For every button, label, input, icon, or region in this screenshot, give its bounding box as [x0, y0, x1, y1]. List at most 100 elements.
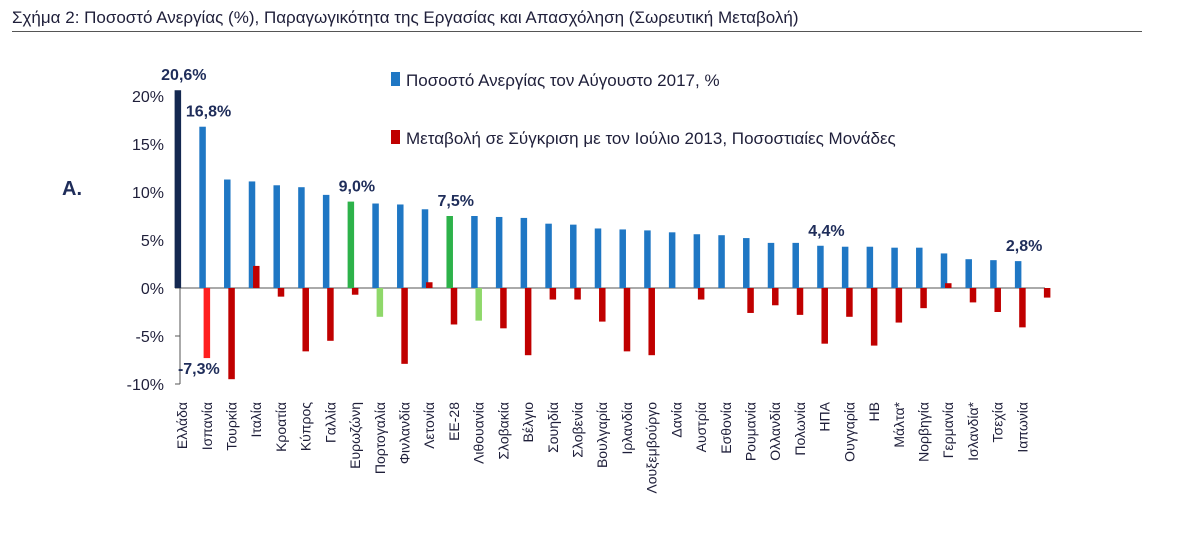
data-callout: 4,4%	[808, 223, 844, 240]
bar-unemployment	[545, 223, 552, 288]
bar-unemployment	[520, 217, 528, 288]
bar-unemployment	[248, 181, 256, 288]
x-tick-label: Πορτογαλία	[372, 402, 388, 474]
bar-unemployment	[767, 242, 775, 288]
data-callout: 2,8%	[1006, 238, 1042, 255]
x-tick-label: Γερμανία	[940, 402, 956, 458]
x-tick-label: Βέλγιο	[520, 402, 536, 443]
data-callout: 7,5%	[437, 193, 473, 210]
bar-change	[351, 288, 359, 295]
bar-unemployment	[916, 247, 923, 288]
bar-unemployment	[397, 204, 404, 288]
data-callout: 9,0%	[339, 179, 375, 196]
bar-change	[549, 288, 557, 300]
x-tick-label: Ιταλία	[248, 402, 264, 438]
y-tick-label: 20%	[132, 89, 164, 106]
bar-change	[599, 288, 606, 322]
x-tick-label: ΗΒ	[866, 402, 882, 421]
x-tick-label: Ουγγαρία	[841, 402, 857, 462]
bar-change	[747, 288, 754, 313]
y-tick-label: -5%	[136, 329, 164, 346]
bar-change	[253, 265, 260, 288]
bar-change	[1019, 288, 1026, 328]
bar-change	[524, 288, 532, 356]
data-callout: 16,8%	[186, 104, 231, 121]
x-tick-label: Βουλγαρία	[594, 402, 610, 468]
bar-change	[648, 288, 655, 356]
bar-unemployment	[1014, 261, 1022, 288]
bar-unemployment	[668, 232, 676, 288]
bar-unemployment	[841, 246, 849, 288]
x-tick-label: Σουηδία	[545, 402, 561, 453]
bar-change	[302, 288, 309, 352]
x-tick-label: Δανία	[668, 402, 684, 438]
x-tick-label: Νορβηγία	[915, 402, 931, 462]
bar-unemployment	[421, 209, 429, 288]
chart-legend: Ποσοστό Ανεργίας τον Αύγουστο 2017, % Με…	[391, 71, 896, 148]
bar-change	[203, 288, 211, 359]
bar-unemployment	[495, 216, 503, 288]
x-tick-label: ΕΕ-28	[446, 402, 462, 441]
bar-change	[895, 288, 903, 323]
legend-swatch-change	[391, 130, 400, 144]
x-tick-label: Λουξεμβούργο	[644, 402, 660, 494]
x-tick-label: Αυστρία	[693, 402, 709, 452]
bar-unemployment	[446, 216, 453, 288]
bar-change	[574, 288, 581, 300]
panel-label: A.	[62, 178, 82, 200]
bar-change	[870, 288, 878, 346]
bar-change	[475, 288, 482, 321]
x-tick-label: Μάλτα*	[891, 401, 907, 447]
bar-unemployment	[990, 260, 997, 288]
bar-unemployment	[174, 90, 182, 289]
bar-change	[821, 288, 828, 344]
y-tick-label: 10%	[132, 185, 164, 202]
bar-change	[697, 288, 705, 300]
x-tick-label: Ιαπωνία	[1014, 402, 1030, 453]
bar-change	[450, 288, 458, 325]
title-divider	[12, 31, 1142, 32]
unemployment-series	[174, 90, 1022, 289]
bar-unemployment	[693, 234, 701, 288]
bar-change	[1043, 288, 1051, 298]
x-tick-label: Πολωνία	[792, 402, 808, 456]
bar-change	[426, 282, 433, 288]
bar-change	[994, 288, 1001, 312]
x-axis-labels: Ελλάδα Ισπανία Τουρκία Ιταλία Κροατία Κύπρος Γ…	[174, 401, 1030, 493]
bar-unemployment	[199, 126, 206, 288]
change-series	[203, 265, 1051, 380]
x-tick-label: Ευρωζώνη	[347, 402, 363, 469]
bar-change	[228, 288, 235, 380]
bar-unemployment	[471, 216, 478, 288]
y-tick-label: 15%	[132, 137, 164, 154]
x-tick-label: Σλοβενία	[569, 402, 585, 458]
bar-change	[277, 288, 285, 297]
x-tick-label: ΗΠΑ	[817, 401, 833, 431]
x-tick-label: Ισλανδία*	[965, 401, 981, 460]
bar-unemployment	[644, 230, 651, 288]
x-tick-label: Ρουμανία	[742, 402, 758, 461]
data-callouts: 20,6% -7,3% 16,8% 9,0% 7,5% 4,4% 2,8%	[161, 67, 1042, 378]
legend-label-change: Μεταβολή σε Σύγκριση με τον Ιούλιο 2013,…	[406, 129, 896, 148]
legend-label-unemployment: Ποσοστό Ανεργίας τον Αύγουστο 2017, %	[406, 71, 720, 90]
bar-unemployment	[817, 245, 824, 288]
bar-change	[376, 288, 384, 317]
bar-unemployment	[792, 242, 799, 288]
bar-unemployment	[298, 187, 305, 288]
bar-unemployment	[224, 179, 231, 288]
bar-unemployment	[594, 228, 602, 288]
y-tick-label: 5%	[141, 233, 164, 250]
x-tick-label: Λιθουανία	[471, 402, 487, 464]
legend-swatch-unemployment	[391, 72, 400, 86]
bar-change	[846, 288, 853, 317]
bar-unemployment	[347, 201, 355, 288]
bar-unemployment	[570, 224, 577, 288]
x-tick-label: Γαλλία	[322, 402, 338, 443]
bar-unemployment	[743, 238, 750, 288]
bar-unemployment	[619, 229, 626, 288]
x-tick-label: Φινλανδία	[396, 402, 412, 464]
bar-change	[772, 288, 779, 306]
bar-unemployment	[891, 247, 898, 288]
x-tick-label: Ολλανδία	[767, 402, 783, 461]
